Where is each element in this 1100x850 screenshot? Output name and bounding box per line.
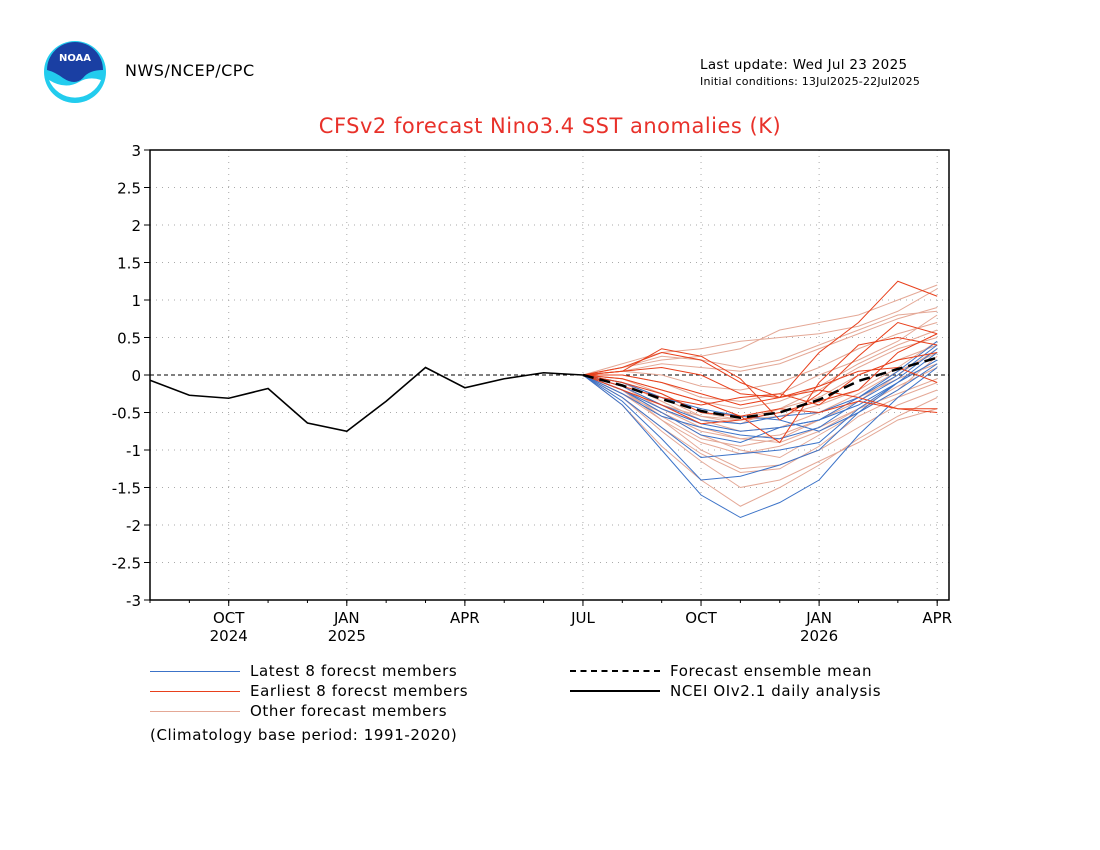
x-tick-label-month: JAN bbox=[333, 609, 360, 627]
y-tick-label: 2 bbox=[131, 217, 141, 235]
last-update-text: Last update: Wed Jul 23 2025 bbox=[700, 57, 908, 73]
noaa-logo: NOAA bbox=[44, 41, 106, 103]
earliest-member-line bbox=[582, 336, 938, 444]
legend-swatch-latest bbox=[150, 670, 240, 672]
legend-swatch-mean bbox=[570, 670, 660, 672]
y-tick-label: 0.5 bbox=[117, 330, 141, 348]
y-tick-label: -3 bbox=[126, 592, 141, 610]
logo-top bbox=[47, 42, 103, 82]
legend-item-mean: Forecast ensemble mean bbox=[570, 662, 872, 680]
legend-item-latest: Latest 8 forecst members bbox=[150, 662, 457, 680]
legend-label-earliest: Earliest 8 forecst members bbox=[250, 682, 469, 700]
x-tick-label-month: OCT bbox=[685, 609, 717, 627]
legend-swatch-earliest bbox=[150, 690, 240, 692]
legend-label-mean: Forecast ensemble mean bbox=[670, 662, 873, 680]
earliest-member-line bbox=[582, 374, 938, 417]
x-tick-label-month: OCT bbox=[213, 609, 245, 627]
legend-label-observed: NCEI OIv2.1 daily analysis bbox=[670, 682, 882, 700]
latest-member-line bbox=[582, 352, 938, 459]
logo-text: NOAA bbox=[59, 53, 91, 64]
legend-swatch-observed bbox=[570, 690, 660, 692]
latest-member-line bbox=[582, 359, 938, 444]
legend-item-other: Other forecast members bbox=[150, 702, 447, 720]
x-tick-label-year: 2024 bbox=[210, 627, 248, 645]
latest-member-line bbox=[582, 344, 938, 425]
latest-member-line bbox=[582, 367, 938, 519]
legend-swatch-other bbox=[150, 710, 240, 712]
legend-label-latest: Latest 8 forecst members bbox=[250, 662, 458, 680]
x-tick-label-month: JAN bbox=[805, 609, 832, 627]
y-tick-label: 1 bbox=[131, 292, 141, 310]
legend-item-observed: NCEI OIv2.1 daily analysis bbox=[570, 682, 881, 700]
other-member-line bbox=[582, 310, 938, 376]
y-tick-label: -2.5 bbox=[112, 555, 141, 573]
initial-conditions-text: Initial conditions: 13Jul2025-22Jul2025 bbox=[700, 75, 921, 88]
observed-line bbox=[149, 366, 584, 433]
other-member-line bbox=[582, 307, 938, 376]
latest-member-line bbox=[582, 359, 938, 481]
x-tick-label-month: APR bbox=[922, 609, 952, 627]
y-tick-label: -0.5 bbox=[112, 405, 141, 423]
y-tick-label: 1.5 bbox=[117, 255, 141, 273]
other-member-line bbox=[582, 284, 938, 376]
latest-member-line bbox=[582, 363, 938, 432]
x-tick-label-month: JUL bbox=[570, 609, 595, 627]
other-member-line bbox=[582, 374, 938, 507]
y-tick-label: 0 bbox=[131, 367, 141, 385]
x-tick-label-year: 2025 bbox=[328, 627, 366, 645]
y-tick-label: -1 bbox=[126, 442, 141, 460]
other-member-line bbox=[582, 374, 938, 489]
y-tick-label: 3 bbox=[131, 142, 141, 160]
earliest-member-line bbox=[582, 366, 938, 406]
y-tick-label: -1.5 bbox=[112, 480, 141, 498]
earliest-member-line bbox=[582, 321, 938, 421]
plot-frame bbox=[149, 149, 950, 601]
earliest-member-line bbox=[582, 333, 938, 425]
legend-item-earliest: Earliest 8 forecst members bbox=[150, 682, 468, 700]
agency-label: NWS/NCEP/CPC bbox=[125, 61, 255, 80]
other-member-line bbox=[582, 314, 938, 402]
latest-member-line bbox=[582, 348, 938, 440]
logo-wave bbox=[49, 78, 101, 98]
ensemble-mean-line bbox=[582, 356, 938, 420]
y-tick-label: 2.5 bbox=[117, 180, 141, 198]
chart-title: CFSv2 forecast Nino3.4 SST anomalies (K) bbox=[318, 114, 782, 138]
legend-label-other: Other forecast members bbox=[250, 702, 448, 720]
x-tick-label-year: 2026 bbox=[800, 627, 838, 645]
y-tick-label: -2 bbox=[126, 517, 141, 535]
climatology-note: (Climatology base period: 1991-2020) bbox=[150, 726, 458, 744]
x-tick-label-month: APR bbox=[450, 609, 480, 627]
